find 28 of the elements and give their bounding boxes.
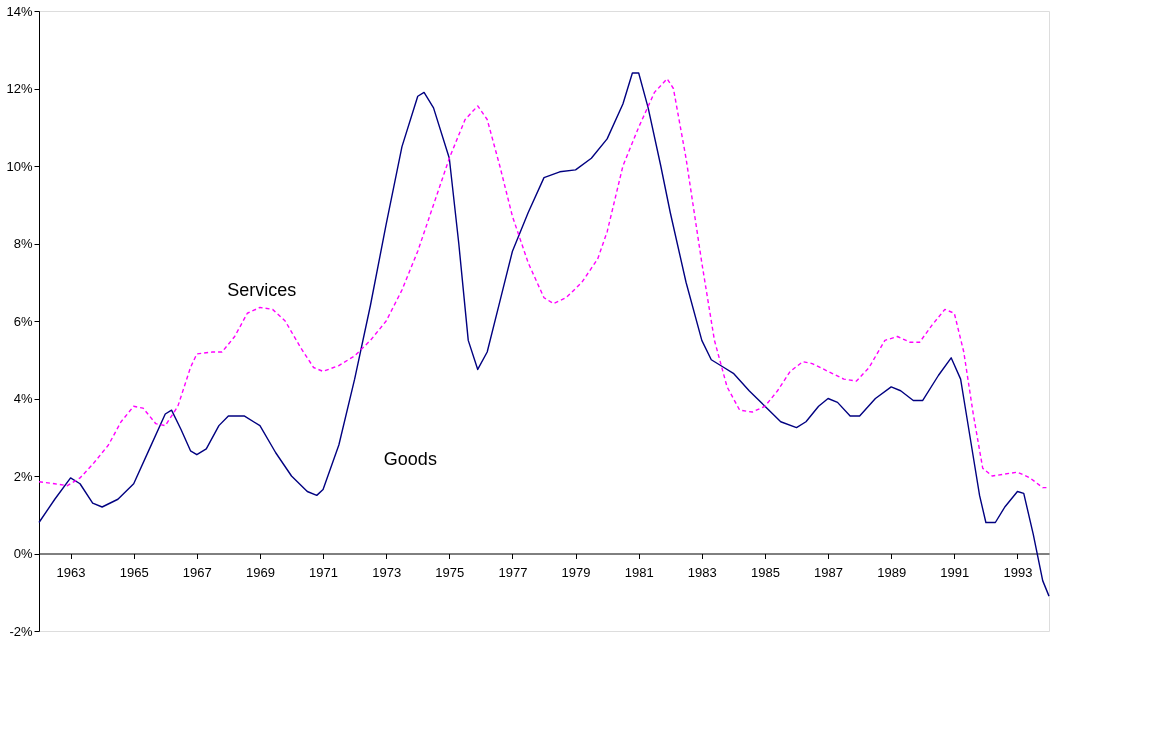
x-tick-label: 1991 <box>940 565 970 580</box>
x-tick-label: 1975 <box>435 565 465 580</box>
y-tick-label: 0% <box>13 546 33 561</box>
y-tick-label: 12% <box>6 81 33 96</box>
x-tick-label: 1993 <box>1003 565 1033 580</box>
y-tick-label: 6% <box>13 313 33 329</box>
x-tick-label: 1965 <box>119 565 149 580</box>
x-tick-label: 1977 <box>498 565 528 580</box>
text: Goods <box>383 449 437 469</box>
x-tick-label: 1987 <box>814 565 844 580</box>
x-tick-label: 1981 <box>624 565 654 580</box>
x-tick-label: 1979 <box>561 565 591 580</box>
y-tick-label: -2% <box>9 623 33 639</box>
x-tick-label: 1973 <box>372 565 402 580</box>
x-tick-label: 1983 <box>687 565 717 580</box>
x-tick-label: 1985 <box>750 565 780 580</box>
y-tick-label: 10% <box>6 158 33 174</box>
x-tick-label: 1963 <box>56 565 86 580</box>
x-tick-label: 1969 <box>245 565 275 580</box>
x-tick-label: 1967 <box>182 565 212 580</box>
y-tick-label: 14% <box>6 3 33 19</box>
line-series <box>38 72 1050 597</box>
y-tick-label: 4% <box>13 391 33 406</box>
x-tick-label: 1971 <box>309 565 339 580</box>
y-tick-label: 8% <box>13 236 33 251</box>
y-tick-label: 2% <box>13 468 33 484</box>
series-label: Services <box>227 280 297 301</box>
x-tick-label: 1989 <box>877 565 907 580</box>
